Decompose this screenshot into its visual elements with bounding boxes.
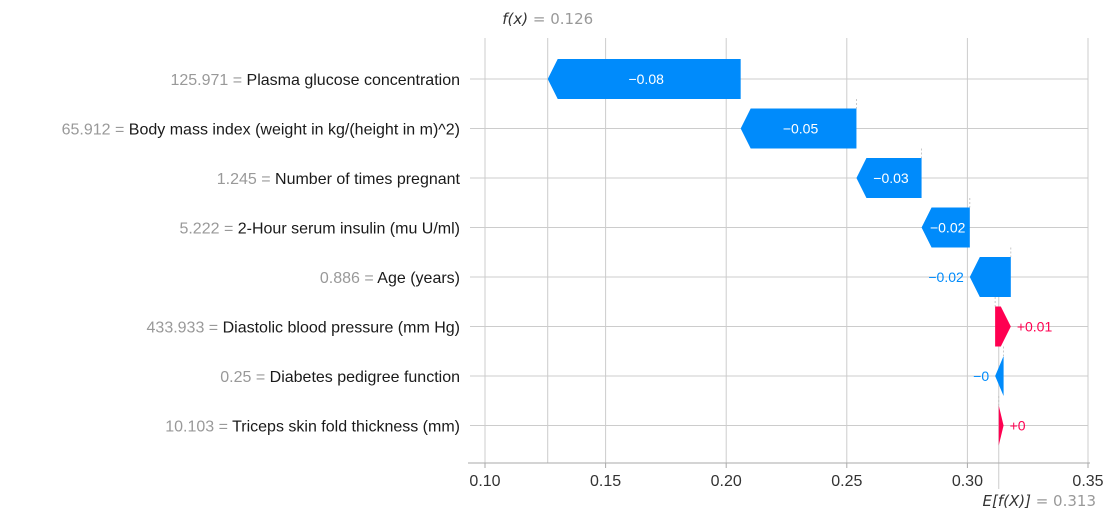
axis-layer: 0.10 0.15 0.20 0.25 0.30 0.35: [468, 462, 1104, 490]
expected-value-label: E[f(X)]: [982, 492, 1031, 510]
bar-layer: [547, 59, 1011, 446]
contribution-label: −0.02: [928, 269, 964, 285]
feature-equals: =: [204, 320, 222, 337]
x-tick-label: 0.15: [590, 473, 621, 490]
feature-value: 125.971: [170, 72, 228, 89]
feature-equals: =: [214, 419, 232, 436]
feature-label: 1.245 = Number of times pregnant: [217, 171, 461, 188]
x-tick-label: 0.30: [952, 473, 983, 490]
feature-label: 65.912 = Body mass index (weight in kg/(…: [62, 122, 460, 139]
contribution-label: +0: [1010, 418, 1026, 434]
fx-annotation: f(x) = 0.126: [502, 10, 593, 28]
feature-value: 0.25: [220, 369, 251, 386]
x-tick-label: 0.35: [1072, 473, 1103, 490]
header-layer: f(x) = 0.126 E[f(X)] = 0.313: [502, 10, 1096, 510]
feature-equals: =: [251, 369, 269, 386]
contribution-bar: [547, 59, 741, 99]
feature-name: Body mass index (weight in kg/(height in…: [129, 122, 460, 139]
feature-name: Age (years): [377, 270, 460, 287]
contribution-bar: [995, 356, 1004, 396]
contribution-label: −0.05: [783, 121, 819, 137]
grid-layer: [470, 38, 1089, 489]
expected-value-value: = 0.313: [1036, 492, 1096, 510]
contribution-label: +0.01: [1017, 319, 1053, 335]
feature-label: 5.222 = 2-Hour serum insulin (mu U/ml): [179, 221, 460, 238]
feature-equals: =: [111, 122, 129, 139]
feature-name: Diabetes pedigree function: [270, 369, 460, 386]
feature-value: 433.933: [147, 320, 205, 337]
feature-value: 1.245: [217, 171, 257, 188]
feature-label: 433.933 = Diastolic blood pressure (mm H…: [147, 320, 460, 337]
expected-value-annotation: E[f(X)] = 0.313: [982, 492, 1096, 510]
contribution-bar: [969, 257, 1011, 297]
contribution-bar: [998, 405, 1004, 446]
x-tick-label: 0.20: [711, 473, 742, 490]
feature-value: 10.103: [165, 419, 214, 436]
feature-name: Plasma glucose concentration: [247, 72, 460, 89]
feature-name: Diastolic blood pressure (mm Hg): [223, 320, 460, 337]
feature-name: 2-Hour serum insulin (mu U/ml): [238, 221, 460, 238]
feature-name: Number of times pregnant: [275, 171, 461, 188]
feature-equals: =: [228, 72, 246, 89]
fx-value: = 0.126: [533, 10, 593, 28]
contribution-label: −0: [973, 368, 989, 384]
contribution-label: −0.02: [930, 220, 966, 236]
feature-name: Triceps skin fold thickness (mm): [232, 419, 460, 436]
feature-label: 125.971 = Plasma glucose concentration: [170, 72, 460, 89]
contribution-bar: [995, 306, 1011, 347]
label-layer: −0.08 125.971 = Plasma glucose concentrat…: [62, 71, 1053, 436]
contribution-bar: [856, 158, 922, 198]
feature-value: 5.222: [179, 221, 219, 238]
contribution-label: −0.08: [628, 71, 664, 87]
contribution-label: −0.03: [873, 170, 909, 186]
feature-label: 0.25 = Diabetes pedigree function: [220, 369, 460, 386]
feature-equals: =: [360, 270, 377, 287]
fx-label: f(x): [502, 10, 528, 28]
feature-value: 0.886: [320, 270, 360, 287]
x-tick-label: 0.10: [469, 473, 500, 490]
x-tick-label: 0.25: [831, 473, 862, 490]
contribution-bar: [740, 108, 857, 149]
feature-label: 10.103 = Triceps skin fold thickness (mm…: [165, 419, 460, 436]
feature-equals: =: [220, 221, 238, 238]
feature-label: 0.886 = Age (years): [320, 270, 460, 287]
connector-layer: [856, 99, 1012, 406]
feature-equals: =: [257, 171, 275, 188]
contribution-bar: [921, 207, 970, 248]
feature-value: 65.912: [62, 122, 111, 139]
